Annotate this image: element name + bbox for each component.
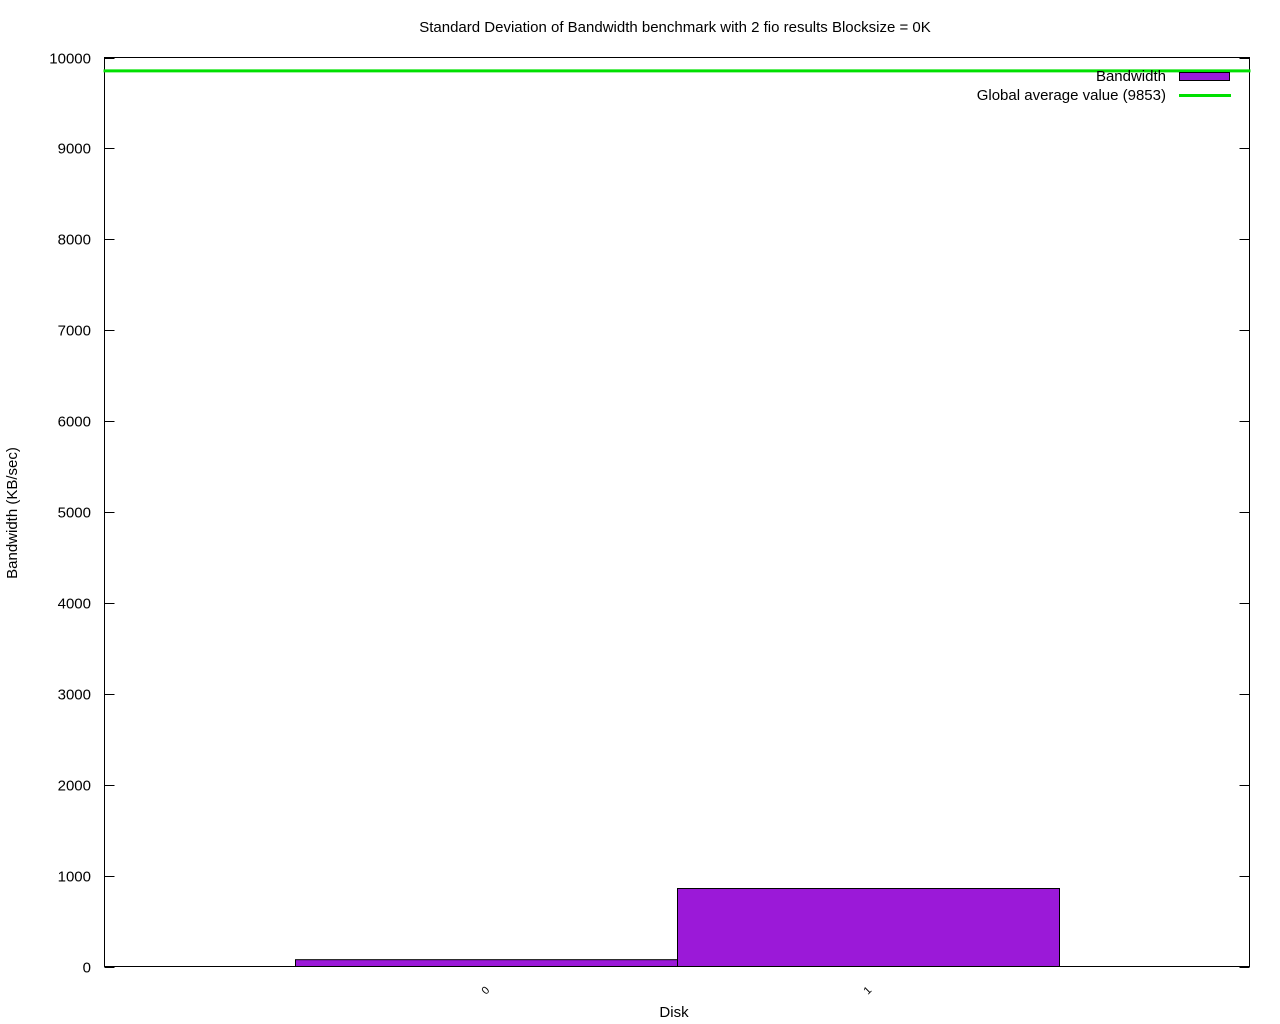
y-tick-label: 9000 <box>58 141 91 158</box>
legend-swatch-bandwidth <box>1179 72 1230 81</box>
y-tick-label: 10000 <box>49 51 91 68</box>
y-tick-label: 6000 <box>58 414 91 431</box>
x-axis-label: Disk <box>659 1004 689 1021</box>
x-tick-label: 0 <box>479 984 492 997</box>
bar-disk-1 <box>677 888 1060 968</box>
y-tick-label: 7000 <box>58 323 91 340</box>
legend: Bandwidth Global average value (9853) <box>977 68 1231 104</box>
legend-label-bandwidth: Bandwidth <box>1096 68 1166 85</box>
bar-series <box>295 888 1060 968</box>
y-tick-label: 1000 <box>58 869 91 886</box>
y-tick-label: 2000 <box>58 778 91 795</box>
y-tick-label: 8000 <box>58 232 91 249</box>
legend-label-global-average: Global average value (9853) <box>977 87 1166 104</box>
y-axis-ticks: 0 1000 2000 3000 4000 5000 6000 7000 8000 9000 100… <box>49 51 1250 977</box>
x-tick-label: 1 <box>861 984 874 997</box>
y-tick-label: 0 <box>83 960 91 977</box>
plot-frame <box>104 57 1250 967</box>
y-axis-label: Bandwidth (KB/sec) <box>4 447 21 579</box>
y-tick-label: 5000 <box>58 505 91 522</box>
y-tick-label: 4000 <box>58 596 91 613</box>
y-tick-label: 3000 <box>58 687 91 704</box>
chart-title: Standard Deviation of Bandwidth benchmar… <box>419 19 931 36</box>
bar-disk-0 <box>295 959 678 967</box>
